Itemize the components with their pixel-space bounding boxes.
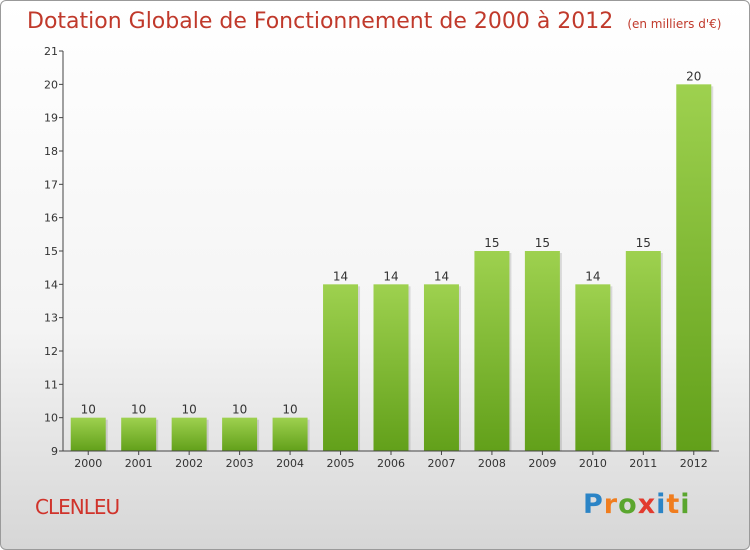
bar-2000 bbox=[70, 417, 106, 451]
x-tick-label: 2001 bbox=[125, 457, 153, 470]
y-tick-label: 11 bbox=[44, 378, 58, 391]
bar-2007 bbox=[423, 284, 459, 451]
logo-letter: o bbox=[618, 489, 638, 520]
bar-value-label: 14 bbox=[333, 269, 348, 283]
x-tick-label: 2009 bbox=[528, 457, 556, 470]
bar-value-label: 14 bbox=[585, 269, 600, 283]
x-tick-label: 2003 bbox=[226, 457, 254, 470]
bar-value-label: 10 bbox=[131, 403, 146, 417]
y-tick-label: 10 bbox=[44, 412, 58, 425]
y-tick-label: 18 bbox=[44, 145, 58, 158]
bar-2002 bbox=[171, 417, 207, 451]
y-tick-label: 12 bbox=[44, 345, 58, 358]
commune-name: CLENLEU bbox=[35, 495, 120, 519]
bar-2008 bbox=[474, 251, 510, 451]
bar-value-label: 20 bbox=[686, 69, 701, 83]
bar-value-label: 15 bbox=[535, 236, 550, 250]
y-tick-label: 15 bbox=[44, 245, 58, 258]
x-tick-label: 2011 bbox=[629, 457, 657, 470]
x-tick-label: 2002 bbox=[175, 457, 203, 470]
x-tick-label: 2005 bbox=[327, 457, 355, 470]
x-axis: 2000 2001 2002 2003 2004 2005 2006 2007 2008 2009… bbox=[63, 450, 719, 470]
x-tick-label: 2010 bbox=[579, 457, 607, 470]
bar-2004 bbox=[272, 417, 308, 451]
y-tick-label: 14 bbox=[44, 278, 58, 291]
y-axis: 9 10 11 12 13 14 15 16 17 18 19 20 21 bbox=[44, 45, 64, 458]
bar-value-label: 15 bbox=[484, 236, 499, 250]
bar-value-label: 15 bbox=[636, 236, 651, 250]
bar-value-label: 14 bbox=[383, 269, 398, 283]
bar-value-label: 14 bbox=[434, 269, 449, 283]
x-tick-label: 2008 bbox=[478, 457, 506, 470]
y-tick-label: 21 bbox=[44, 45, 58, 58]
bar-2003 bbox=[222, 417, 258, 451]
logo-letter: i bbox=[656, 489, 667, 520]
bar-2006 bbox=[373, 284, 409, 451]
chart-subtitle: (en milliers d'€) bbox=[627, 17, 722, 31]
bar-2011 bbox=[625, 251, 661, 451]
x-tick-label: 2004 bbox=[276, 457, 304, 470]
bar-2005 bbox=[323, 284, 359, 451]
bar-value-label: 10 bbox=[182, 403, 197, 417]
x-tick-label: 2012 bbox=[680, 457, 708, 470]
x-tick-label: 2000 bbox=[74, 457, 102, 470]
logo-letter: x bbox=[637, 489, 657, 520]
y-tick-label: 9 bbox=[51, 445, 58, 458]
bar-2009 bbox=[524, 251, 560, 451]
y-tick-label: 19 bbox=[44, 112, 58, 125]
bars: 10 10 10 10 10 14 14 14 15 15 14 15 20 bbox=[70, 69, 714, 451]
bar-value-label: 10 bbox=[81, 403, 96, 417]
y-tick-label: 17 bbox=[44, 178, 58, 191]
y-tick-label: 20 bbox=[44, 78, 58, 91]
chart-title: Dotation Globale de Fonctionnement de 20… bbox=[27, 9, 721, 34]
logo-letter: P bbox=[583, 489, 604, 520]
x-tick-label: 2007 bbox=[427, 457, 455, 470]
logo-letter: t bbox=[666, 489, 681, 520]
y-tick-label: 16 bbox=[44, 212, 58, 225]
bar-value-label: 10 bbox=[232, 403, 247, 417]
proxiti-logo: Proxiti bbox=[583, 489, 691, 520]
y-tick-label: 13 bbox=[44, 312, 58, 325]
x-tick-label: 2006 bbox=[377, 457, 405, 470]
logo-letter: r bbox=[603, 489, 619, 520]
bar-value-label: 10 bbox=[282, 403, 297, 417]
bar-2001 bbox=[121, 417, 157, 451]
bar-2010 bbox=[575, 284, 611, 451]
bar-2012 bbox=[676, 84, 712, 451]
logo-letter: i bbox=[680, 489, 691, 520]
chart-title-text: Dotation Globale de Fonctionnement de 20… bbox=[27, 9, 614, 34]
